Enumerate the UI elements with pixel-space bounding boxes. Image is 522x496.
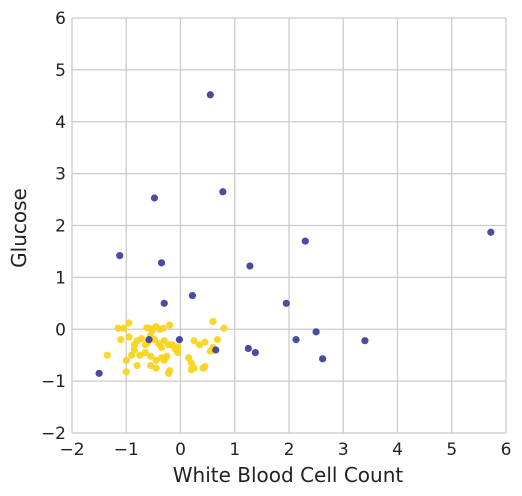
data-point [301,237,309,245]
data-point [282,299,290,307]
data-point [152,364,160,372]
data-point [246,262,254,270]
y-tick-label: 0 [55,320,66,340]
data-point [195,341,204,349]
x-tick-label: 6 [501,440,512,460]
y-tick-label: 4 [55,113,66,133]
data-point [163,352,171,360]
data-point [209,317,217,326]
data-point [119,324,128,332]
data-point [122,356,130,364]
data-point [137,334,146,343]
data-point [188,291,197,300]
y-tick-label: 5 [55,61,66,81]
data-point [201,338,209,346]
data-point [125,319,133,327]
data-point [133,361,141,370]
data-point [201,363,209,371]
data-point [150,194,159,202]
data-point [164,369,173,377]
data-point [212,346,220,354]
data-point [361,337,369,345]
data-point [136,351,144,359]
data-point [145,336,153,344]
data-point [147,352,155,360]
x-tick-label: 4 [392,440,403,460]
data-point [171,345,179,353]
data-point [187,366,195,374]
y-tick-label: 3 [55,165,66,185]
data-point [213,336,221,344]
data-point [95,369,103,377]
data-point [160,299,168,307]
x-axis-label: White Blood Cell Count [173,463,404,487]
y-axis-label: Glucose [7,188,31,268]
y-tick-labels: −2 −1 0 1 2 3 4 5 6 [41,9,66,444]
x-tick-label: 5 [446,440,457,460]
y-tick-label: 1 [55,268,66,288]
data-point [319,355,327,363]
data-point [152,356,160,364]
data-point [130,341,138,349]
x-tick-label: 3 [338,440,349,460]
data-point [292,336,300,344]
data-point [157,343,166,352]
x-tick-label: −1 [114,440,139,460]
data-point [244,344,252,353]
data-point [206,347,214,355]
data-point [114,324,122,332]
y-tick-label: −2 [41,424,66,444]
data-point [175,336,184,344]
data-point [190,337,198,345]
data-point [312,328,320,336]
data-point [157,259,166,267]
data-point [141,348,149,357]
data-point [166,321,174,329]
data-point [219,188,227,196]
data-point [220,324,228,332]
data-point [103,351,111,359]
data-point [117,336,125,344]
data-points [95,91,495,377]
x-tick-label: 1 [229,440,240,460]
data-point [147,361,155,370]
data-point [487,228,495,236]
data-point [125,333,133,341]
x-tick-label: 2 [284,440,295,460]
data-point [206,91,214,99]
data-point [141,341,149,349]
x-tick-label: 0 [175,440,186,460]
y-tick-label: 2 [55,217,66,237]
x-tick-labels: −2 −1 0 1 2 3 4 5 6 [59,440,511,460]
grid [71,17,507,434]
data-point [130,346,138,354]
data-point [251,348,259,357]
y-tick-label: −1 [41,372,66,392]
x-tick-label: −2 [59,440,84,460]
data-point [116,251,124,260]
data-point [122,368,130,376]
y-tick-label: 6 [55,9,66,29]
data-point [159,324,167,332]
